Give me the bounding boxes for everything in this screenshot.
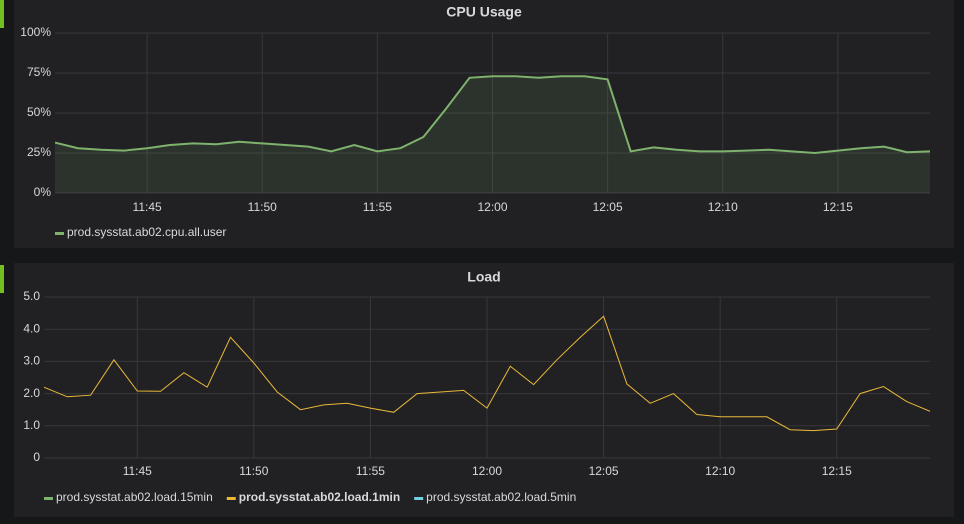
x-tick-label: 11:45 [133,200,162,214]
plot [44,315,930,432]
panel-title: Load [467,269,500,285]
x-tick-label: 11:55 [356,464,385,478]
x-tick-label: 12:15 [823,200,853,214]
row-marker [0,265,4,293]
y-tick-label: 25% [27,145,51,159]
y-tick-label: 0% [34,185,52,199]
y-tick-label: 1.0 [23,418,40,432]
legend-entry: prod.sysstat.ab02.load.15min [56,490,213,504]
series-line [44,315,930,432]
legend-entry: prod.sysstat.ab02.load.1min [239,490,400,504]
x-tick-label: 12:15 [822,464,852,478]
y-tick-label: 4.0 [23,321,40,335]
x-tick-label: 12:00 [477,200,507,214]
x-tick-label: 12:00 [472,464,502,478]
x-tick-label: 11:50 [248,200,277,214]
plot [55,75,930,193]
row-marker [0,0,4,28]
legend-swatch [44,497,53,500]
legend-swatch [226,497,236,500]
area [55,76,930,193]
y-tick-label: 100% [20,25,51,39]
x-tick-label: 11:50 [239,464,268,478]
legend-swatch [414,497,424,500]
x-tick-label: 11:45 [123,464,152,478]
x-tick-label: 12:10 [705,464,735,478]
y-tick-label: 0 [33,450,40,464]
panel-title: CPU Usage [446,4,522,20]
series-line [55,75,930,155]
panel [14,263,954,517]
y-tick-label: 75% [27,65,51,79]
y-tick-label: 50% [27,105,51,119]
y-tick-label: 5.0 [23,289,40,303]
y-tick-label: 3.0 [23,354,40,368]
y-tick-label: 2.0 [23,386,40,400]
x-tick-label: 12:10 [708,200,738,214]
legend-entry: prod.sysstat.ab02.load.5min [426,490,576,504]
legend-swatch [55,232,64,235]
x-tick-label: 12:05 [593,200,623,214]
x-tick-label: 12:05 [589,464,619,478]
legend-entry: prod.sysstat.ab02.cpu.all.user [67,225,226,239]
x-tick-label: 11:55 [363,200,392,214]
panel [14,0,954,248]
